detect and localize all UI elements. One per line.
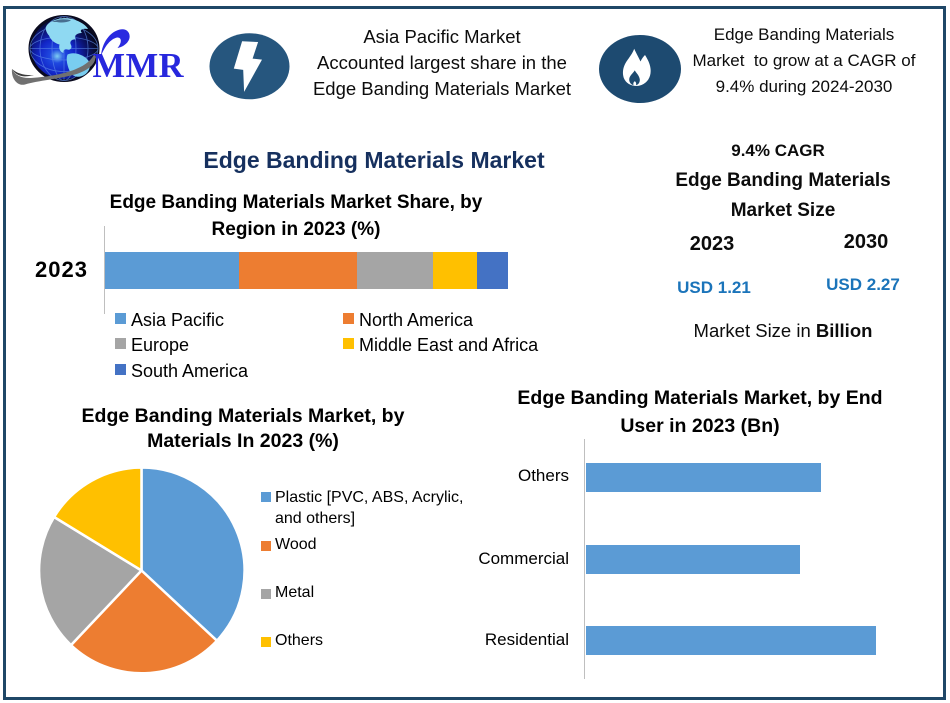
svg-text:MMR: MMR — [93, 47, 185, 85]
